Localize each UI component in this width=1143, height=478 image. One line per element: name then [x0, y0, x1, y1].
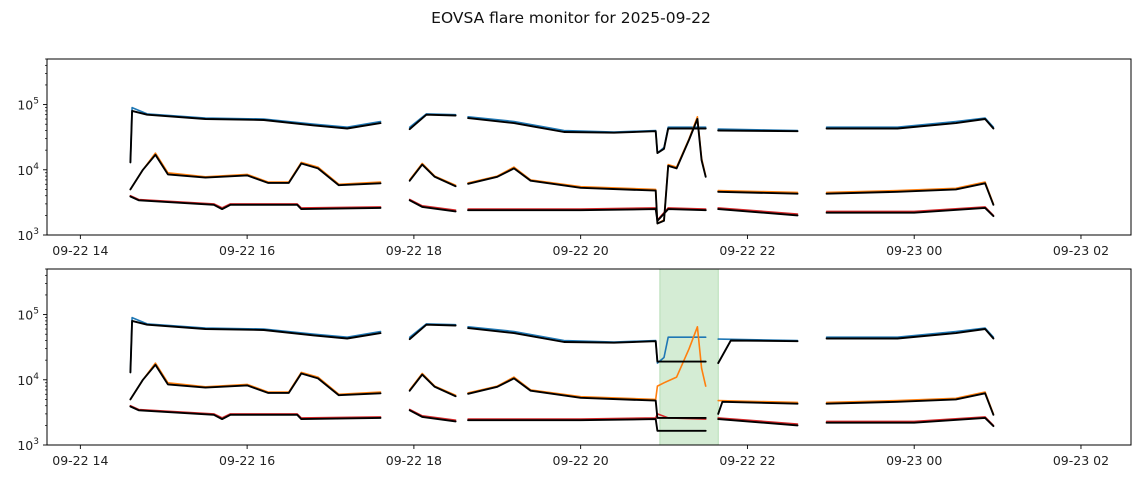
- x-tick-label: 09-23 00: [886, 453, 942, 468]
- x-tick-label: 09-22 22: [719, 243, 775, 258]
- black-series-line: [825, 118, 995, 130]
- black-series-line: [717, 208, 799, 217]
- black-series-line: [467, 117, 707, 155]
- black-series-line: [129, 319, 382, 374]
- black-series-line: [408, 199, 457, 213]
- black-series-line: [825, 328, 995, 340]
- y-tick-label: 103: [17, 437, 39, 453]
- black-series-line: [467, 208, 707, 222]
- red-series-line: [717, 207, 799, 215]
- orange-series-line: [717, 399, 799, 404]
- x-tick-label: 09-22 14: [52, 243, 108, 258]
- y-tick-label: 105: [17, 97, 39, 113]
- black-series-line: [129, 153, 382, 191]
- chart-title: EOVSA flare monitor for 2025-09-22: [431, 9, 711, 27]
- black-series-line: [408, 373, 457, 398]
- x-tick-label: 09-22 16: [219, 453, 275, 468]
- black-series-line: [717, 190, 799, 195]
- black-series-line: [717, 129, 799, 133]
- blue-series-line: [825, 117, 995, 128]
- x-tick-label: 09-22 20: [553, 243, 609, 258]
- series-group: [129, 106, 995, 225]
- x-tick-label: 09-22 16: [219, 243, 275, 258]
- lower-panel: 09-22 14 09-22 16 09-22 18 09-22 20 09-22 22…: [17, 268, 1132, 468]
- x-tick-label: 09-22 22: [719, 453, 775, 468]
- blue-series-line: [825, 327, 995, 338]
- y-tick-label: 103: [17, 227, 39, 243]
- black-series-line: [408, 113, 457, 131]
- axes-frame: [46, 58, 1132, 236]
- black-series-line: [717, 400, 799, 415]
- black-series-line: [408, 163, 457, 188]
- black-series-line: [825, 392, 995, 416]
- x-tick-label: 09-22 18: [386, 453, 442, 468]
- series-group: [129, 316, 995, 432]
- axes-frame: [46, 268, 1132, 446]
- black-series-line: [467, 327, 707, 363]
- black-series-line: [825, 182, 995, 206]
- x-tick-label: 09-23 02: [1053, 243, 1109, 258]
- black-series-line: [467, 418, 707, 432]
- x-tick-label: 09-22 20: [553, 453, 609, 468]
- orange-series-line: [717, 189, 799, 194]
- upper-panel: 09-22 14 09-22 16 09-22 18 09-22 20 09-22 22…: [17, 58, 1132, 258]
- black-series-line: [408, 409, 457, 423]
- y-tick-label: 104: [17, 162, 39, 178]
- black-series-line: [717, 339, 799, 365]
- x-tick-label: 09-22 14: [52, 453, 108, 468]
- x-tick-label: 09-23 02: [1053, 453, 1109, 468]
- orange-series-line: [129, 362, 382, 401]
- black-series-line: [129, 109, 382, 164]
- black-series-line: [717, 418, 799, 427]
- black-series-line: [825, 206, 995, 218]
- orange-series-line: [129, 152, 382, 191]
- black-series-line: [408, 323, 457, 341]
- y-tick-label: 105: [17, 307, 39, 323]
- black-series-line: [467, 118, 707, 225]
- black-series-line: [467, 377, 707, 419]
- x-tick-label: 09-23 00: [886, 243, 942, 258]
- black-series-line: [825, 416, 995, 428]
- black-series-line: [129, 363, 382, 401]
- flare-span: [659, 268, 719, 446]
- black-series-line: [129, 195, 382, 211]
- y-tick-label: 104: [17, 372, 39, 388]
- orange-series-line: [467, 326, 707, 401]
- red-series-line: [717, 417, 799, 425]
- x-tick-label: 09-22 18: [386, 243, 442, 258]
- black-series-line: [129, 405, 382, 421]
